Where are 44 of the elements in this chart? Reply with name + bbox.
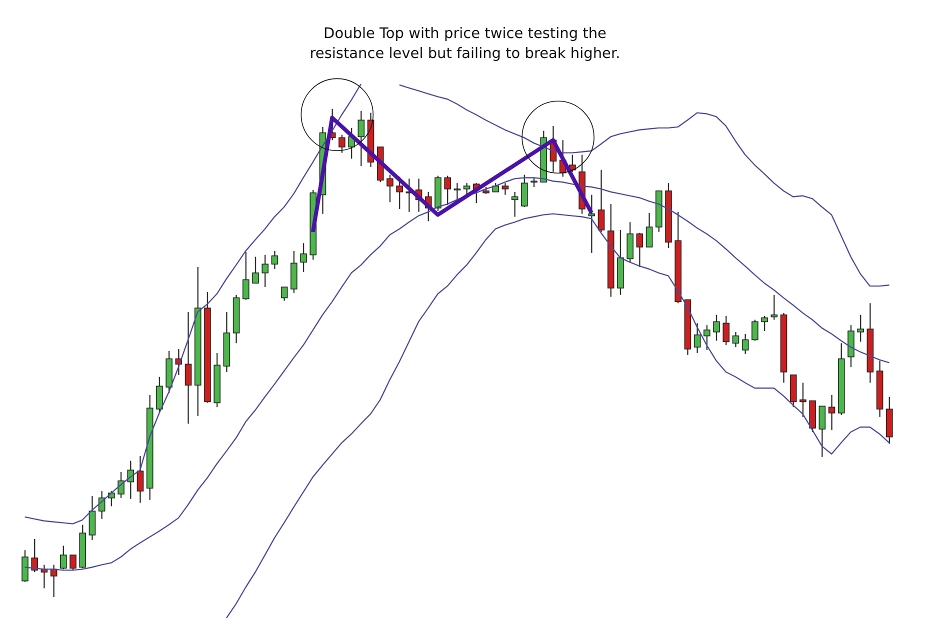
candlestick: [271, 250, 278, 270]
candlestick: [358, 110, 365, 167]
candlestick: [60, 545, 67, 570]
candlestick: [386, 174, 394, 203]
candlestick: [300, 242, 307, 273]
candlestick: [136, 455, 144, 504]
candlestick: [396, 176, 403, 210]
candlestick: [598, 169, 605, 232]
candlestick: [252, 256, 259, 284]
candlestick: [636, 232, 644, 268]
candlestick: [828, 394, 836, 431]
candlestick: [463, 182, 470, 196]
candlestick: [530, 177, 538, 188]
candlestick: [857, 314, 864, 342]
candlestick: [704, 324, 710, 351]
candlestick: [444, 175, 451, 206]
candlestick: [752, 319, 758, 342]
candlestick: [742, 333, 749, 355]
candlestick: [108, 490, 115, 507]
candlestick: [31, 538, 38, 573]
candlestick: [338, 134, 346, 154]
candlestick: [127, 460, 134, 500]
candlestick: [761, 315, 768, 332]
candlestick: [242, 251, 250, 300]
candlestick: [502, 182, 509, 196]
text: Double Top with price twice testing the resistance level but failing to break higher.: [308, 25, 622, 64]
candlestick: [511, 191, 518, 218]
candlestick: [521, 174, 528, 208]
candlestick: [713, 314, 720, 342]
candlestick: [818, 406, 826, 458]
candlestick: [262, 254, 269, 288]
candlestick: [22, 550, 28, 582]
candlestick: [732, 331, 740, 348]
candlestick: [280, 286, 288, 302]
candlestick: [454, 182, 461, 200]
candlestick: [694, 322, 701, 354]
candlestick: [722, 315, 730, 346]
candlestick: [646, 212, 653, 248]
candlestick: [88, 495, 96, 540]
candlestick: [70, 554, 76, 571]
candlestick: [156, 376, 163, 413]
candlestick: [184, 311, 192, 424]
candlestick: [770, 294, 778, 320]
candlestick: [800, 382, 806, 418]
